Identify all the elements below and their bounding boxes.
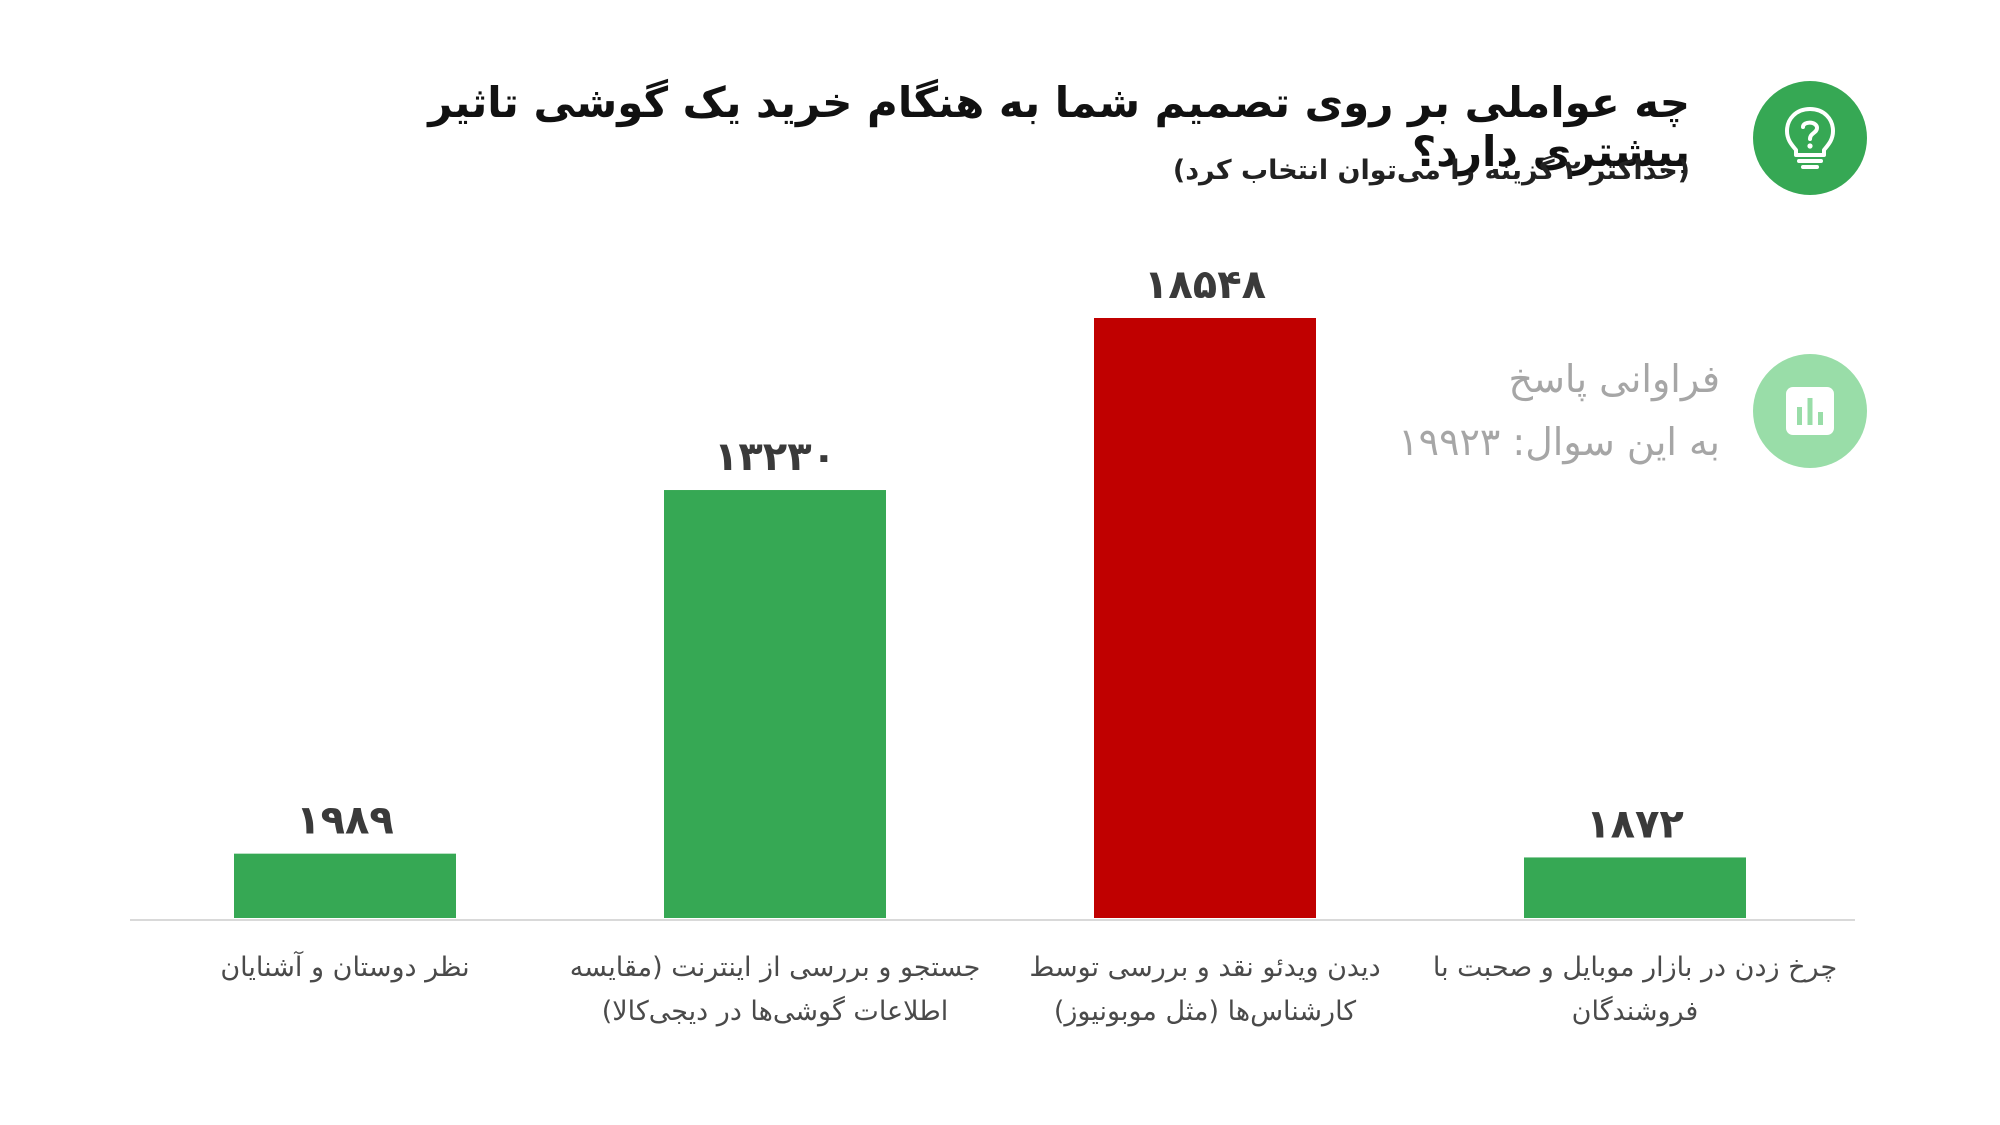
bar-2 [1094, 318, 1316, 918]
bar-value-label-2: ۱۸۵۴۸ [1144, 262, 1266, 308]
response-count-value: به این سوال: ۱۹۹۲۳ [1398, 420, 1720, 464]
bar-value-label-0: ۱۹۸۹ [296, 798, 394, 844]
category-label-line: نظر دوستان و آشنایان [220, 952, 470, 983]
category-label-0: نظر دوستان و آشنایان [135, 946, 555, 990]
lightbulb-question-icon-glyph [1785, 107, 1835, 169]
category-label-1: جستجو و بررسی از اینترنت (مقایسه اطلاعات … [565, 946, 985, 1034]
category-label-line: دیدن ویدئو نقد و بررسی توسط [1029, 952, 1381, 983]
chart-title: چه عواملی بر روی تصمیم شما به هنگام خرید… [428, 78, 1690, 176]
response-count-label: فراوانی پاسخ [1508, 357, 1720, 401]
bar-3 [1524, 857, 1746, 918]
category-label-line: اطلاعات گوشی‌ها در دیجی‌کالا) [601, 996, 949, 1027]
category-label-line: کارشناس‌ها (مثل موبونیوز) [1053, 996, 1357, 1027]
category-label-line: چرخ زدن در بازار موبایل و صحبت با [1432, 952, 1838, 983]
bar-chart-icon-glyph [1786, 387, 1834, 435]
chart-subtitle: (حداکثر ۲ گزینه را می‌توان انتخاب کرد) [1172, 155, 1690, 186]
category-label-line: فروشندگان [1571, 996, 1699, 1027]
lightbulb-question-icon [1753, 81, 1867, 195]
bar-chart-icon [1753, 354, 1867, 468]
category-label-3: چرخ زدن در بازار موبایل و صحبت با فروشندگ… [1425, 946, 1845, 1034]
category-label-2: دیدن ویدئو نقد و بررسی توسط کارشناس‌ها (م… [995, 946, 1415, 1034]
bar-value-label-3: ۱۸۷۲ [1586, 801, 1684, 847]
bar-1 [664, 490, 886, 918]
bar-value-label-1: ۱۳۲۳۰ [714, 434, 836, 480]
category-label-line: جستجو و بررسی از اینترنت (مقایسه [569, 952, 981, 983]
bar-0 [234, 853, 456, 918]
